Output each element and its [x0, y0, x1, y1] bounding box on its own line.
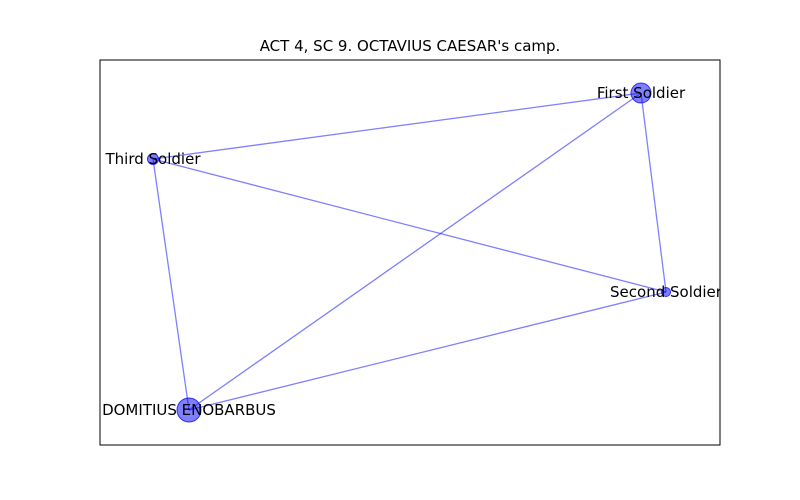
- edge-third-soldier-domitius-enobarbus: [153, 159, 189, 410]
- edge-first-soldier-second-soldier: [641, 93, 666, 292]
- figure-title: ACT 4, SC 9. OCTAVIUS CAESAR's camp.: [260, 37, 561, 55]
- node-label-domitius-enobarbus: DOMITIUS ENOBARBUS: [102, 401, 276, 419]
- edges-layer: [153, 93, 666, 410]
- node-label-third-soldier: Third Soldier: [105, 150, 202, 168]
- axes-frame: [100, 60, 720, 445]
- labels-layer: First Soldier Third Soldier Second Soldier…: [102, 84, 723, 419]
- edge-second-soldier-domitius-enobarbus: [189, 292, 666, 410]
- node-label-second-soldier: Second Soldier: [610, 283, 723, 301]
- node-label-first-soldier: First Soldier: [597, 84, 686, 102]
- edge-third-soldier-first-soldier: [153, 93, 641, 159]
- edge-first-soldier-domitius-enobarbus: [189, 93, 641, 410]
- edge-third-soldier-second-soldier: [153, 159, 666, 292]
- nodes-layer: [148, 83, 671, 422]
